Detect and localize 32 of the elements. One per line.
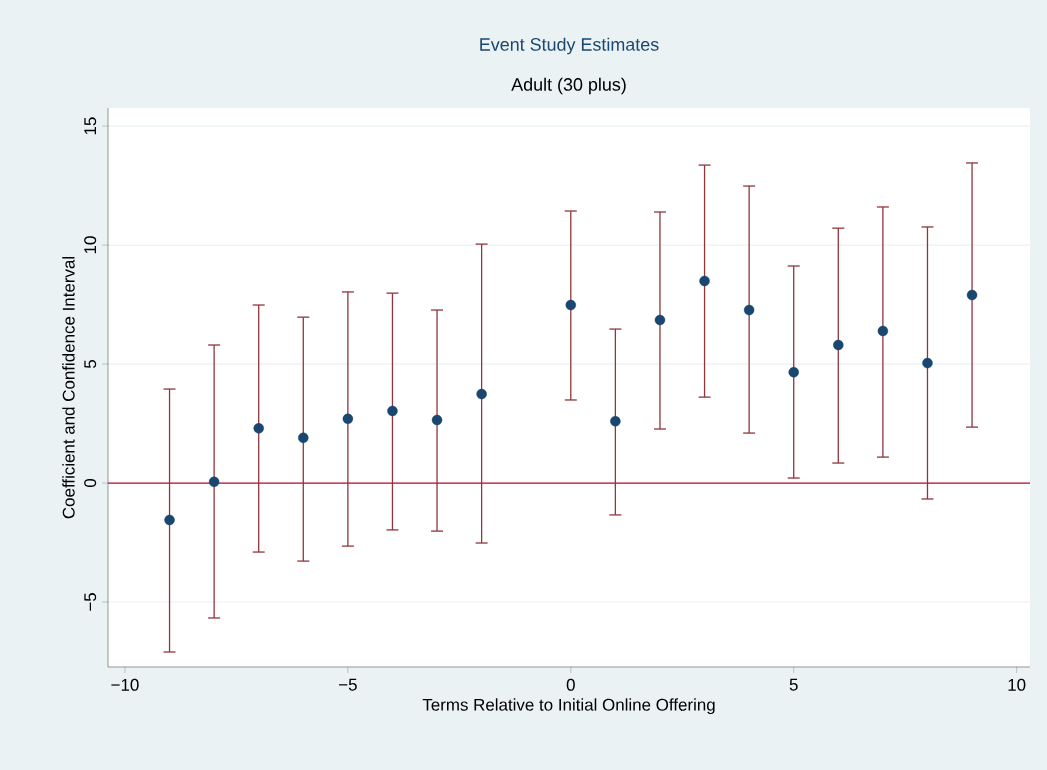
point [699, 275, 710, 287]
point [298, 432, 309, 444]
point [610, 415, 621, 427]
point [922, 357, 933, 369]
x-tick-label: −5 [339, 678, 357, 691]
point [208, 476, 220, 488]
point [476, 388, 487, 400]
x-tick-label: −10 [111, 678, 139, 691]
point [966, 289, 978, 301]
point [342, 413, 354, 424]
point [877, 325, 889, 337]
chart-subtitle: Adult (30 plus) [511, 77, 626, 95]
point [654, 314, 666, 326]
y-axis-title: Coefficient and Confidence Interval [62, 257, 75, 519]
point [253, 423, 264, 434]
point [743, 304, 755, 316]
point [833, 339, 844, 351]
x-axis-title: Terms Relative to Initial Online Offering [422, 698, 715, 715]
point [164, 514, 175, 526]
y-tick-label: 5 [84, 360, 97, 369]
point [565, 299, 576, 311]
y-tick-label: 0 [84, 478, 97, 488]
point [431, 414, 443, 426]
y-tick-label: −5 [84, 593, 97, 611]
x-tick-label: 0 [566, 678, 575, 691]
x-tick-label: 5 [789, 678, 798, 691]
y-tick-label: 15 [84, 117, 97, 135]
point [788, 366, 799, 378]
y-tick-label: 10 [84, 236, 97, 254]
x-tick-label: 10 [1008, 678, 1026, 691]
point [387, 405, 398, 417]
chart-title: Event Study Estimates [480, 37, 659, 55]
